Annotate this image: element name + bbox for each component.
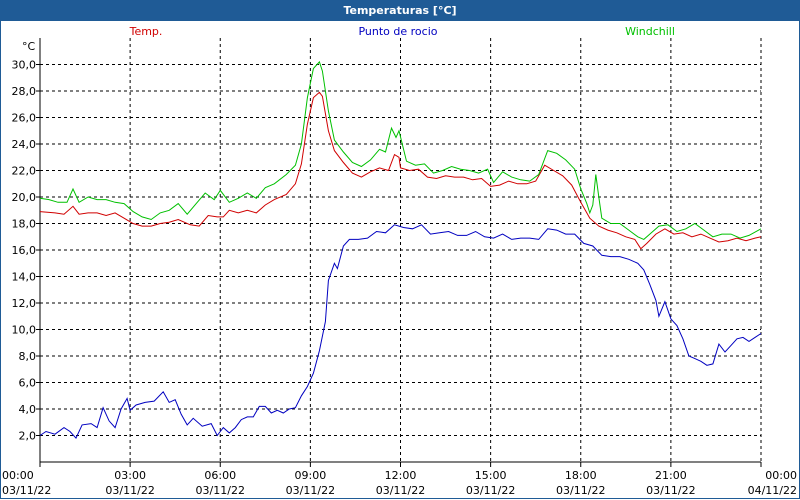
y-tick-label: 16,0: [12, 244, 37, 257]
x-tick-time: 06:00: [204, 469, 236, 482]
x-tick-time: 00:00: [765, 469, 797, 482]
y-tick-label: 28,0: [12, 85, 37, 98]
x-tick-time: 03:00: [114, 469, 146, 482]
y-tick-label: 14,0: [12, 271, 37, 284]
y-tick-label: 30,0: [12, 59, 37, 72]
y-tick-label: 8,0: [19, 350, 37, 363]
y-tick-label: 10,0: [12, 324, 37, 337]
x-tick-date: 03/11/22: [196, 484, 245, 497]
series-line-temp: [39, 91, 762, 250]
y-tick-label: 18,0: [12, 218, 37, 231]
x-tick-date: 03/11/22: [376, 484, 425, 497]
y-axis-label: °C: [22, 40, 36, 53]
y-tick-label: 26,0: [12, 112, 37, 125]
window-title: Temperaturas [°C]: [0, 0, 800, 21]
legend-entry: Windchill: [625, 25, 675, 38]
series-line-punto-de-rocio: [39, 224, 762, 439]
y-tick-label: 4,0: [19, 403, 37, 416]
legend-entry: Temp.: [129, 25, 163, 38]
y-tick-label: 24,0: [12, 138, 37, 151]
x-tick-date: 04/11/22: [748, 484, 797, 497]
series-lines: [39, 60, 762, 439]
x-tick-labels: 00:00 03/11/22 03:00 03/11/22 06:00 03/11/22 0…: [2, 469, 797, 497]
x-tick-time: 12:00: [385, 469, 417, 482]
x-tick-time: 21:00: [655, 469, 687, 482]
y-tick-label: 2,0: [19, 430, 37, 443]
y-tick-labels: 2,0 4,0 6,0 8,0 10,0 12,0 14,0 16,0 18,0 20,0 22,0…: [12, 59, 37, 443]
x-tick-date: 03/11/22: [286, 484, 335, 497]
x-tick-time: 18:00: [565, 469, 597, 482]
x-tick-date: 03/11/22: [105, 484, 154, 497]
y-tick-label: 6,0: [19, 377, 37, 390]
axes: [36, 38, 762, 467]
legend-entry: Punto de rocio: [358, 25, 437, 38]
x-tick-time: 15:00: [475, 469, 507, 482]
x-tick-time: 00:00: [2, 469, 34, 482]
y-tick-label: 22,0: [12, 165, 37, 178]
x-tick-date: 03/11/22: [466, 484, 515, 497]
grid-lines: [40, 38, 761, 462]
x-tick-date: 03/11/22: [646, 484, 695, 497]
legend: Temp. Punto de rocio Windchill: [129, 25, 675, 38]
y-tick-label: 20,0: [12, 191, 37, 204]
y-tick-label: 12,0: [12, 297, 37, 310]
x-tick-time: 09:00: [295, 469, 327, 482]
x-tick-date: 03/11/22: [2, 484, 51, 497]
series-line-windchill: [39, 60, 762, 240]
x-tick-date: 03/11/22: [556, 484, 605, 497]
